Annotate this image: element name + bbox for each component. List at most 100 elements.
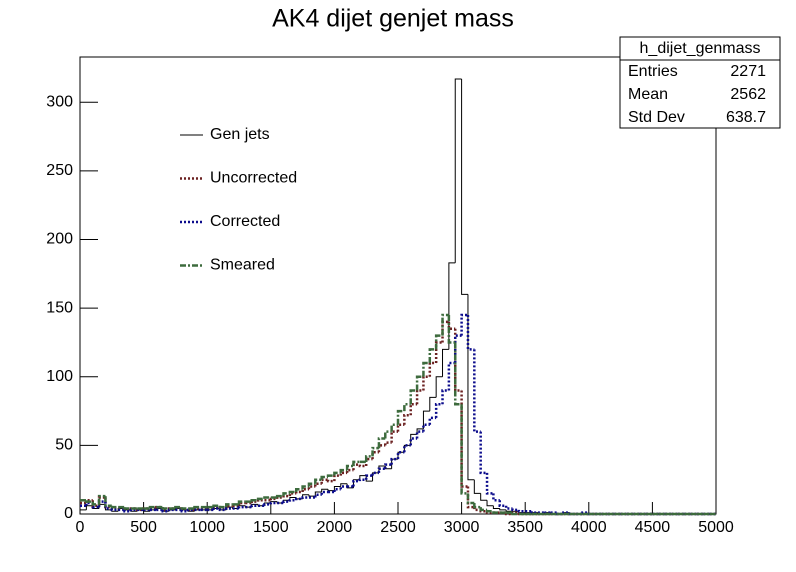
histogram-bin	[212, 507, 220, 510]
histogram-bin	[123, 507, 131, 510]
legend-label: Gen jets	[210, 126, 270, 143]
histogram-bin	[364, 474, 373, 480]
histogram-bin	[492, 511, 500, 514]
x-tick-label: 5000	[698, 519, 734, 536]
histogram-bin	[403, 444, 411, 453]
stats-box: h_dijet_genmass	[619, 36, 781, 129]
histogram-bin	[256, 497, 265, 501]
histogram-bin	[378, 465, 386, 473]
histogram-bin	[327, 489, 335, 492]
legend-label: Corrected	[210, 213, 280, 230]
histogram-bin	[345, 464, 354, 471]
histogram-bin	[275, 496, 284, 499]
histogram-bin	[485, 472, 494, 495]
histogram-bin	[263, 496, 271, 499]
histogram-bin	[453, 334, 462, 364]
x-tick-label: 3000	[444, 519, 480, 536]
histogram-bin	[237, 500, 246, 505]
histogram-bin	[225, 507, 233, 510]
histogram-bin	[358, 478, 367, 482]
histogram-bin	[397, 451, 405, 460]
histogram-bin	[85, 500, 93, 503]
histogram-bin	[435, 376, 443, 398]
histogram-bin	[499, 508, 507, 511]
histogram-bin	[314, 491, 322, 497]
histogram-bin	[180, 507, 189, 510]
histogram-bin	[301, 496, 309, 499]
histogram-bin	[282, 492, 290, 497]
histogram-bin	[390, 457, 398, 465]
histogram-bin	[288, 499, 297, 502]
histogram-bin	[123, 509, 131, 513]
histogram-bin	[333, 474, 341, 482]
histogram-bin	[307, 482, 316, 487]
histogram-bin	[422, 361, 430, 377]
histogram-bin	[384, 463, 392, 469]
histogram-bin	[308, 494, 316, 497]
histogram-bin	[396, 409, 405, 425]
histogram-bin	[505, 509, 513, 512]
histogram-bin	[498, 500, 507, 508]
x-tick-label: 2000	[317, 519, 353, 536]
chart-title: AK4 dijet genjet mass	[272, 5, 514, 33]
histogram-bin	[467, 294, 475, 481]
histogram-bin	[339, 471, 348, 476]
histogram-bin	[441, 389, 449, 405]
histogram-bin	[415, 375, 424, 391]
histogram-bin	[485, 509, 494, 513]
histogram-bin	[180, 509, 189, 513]
histogram-bin	[364, 455, 373, 462]
histogram-bin	[358, 464, 367, 468]
legend-label: Smeared	[210, 257, 275, 274]
histogram-bin	[97, 496, 106, 506]
histogram-bin	[193, 505, 201, 509]
histogram-bin	[345, 468, 354, 473]
y-tick-label: 300	[46, 94, 73, 111]
histogram-bin	[377, 467, 386, 473]
histogram-bin	[320, 490, 329, 495]
histogram-bin	[167, 508, 176, 512]
y-tick-label: 150	[46, 299, 73, 316]
histogram-bin	[511, 512, 519, 516]
histogram-bin	[85, 501, 93, 506]
histogram-bin	[479, 507, 488, 512]
histogram-bin	[442, 348, 449, 377]
histogram-bin	[110, 508, 119, 512]
stats-value: 2271	[730, 63, 766, 80]
stats-label: Entries	[628, 63, 678, 80]
histogram-bin	[301, 488, 309, 493]
stats-label: Mean	[628, 86, 668, 103]
histogram-bin	[410, 433, 418, 446]
histogram-bin	[372, 472, 379, 482]
histogram-bin	[530, 511, 538, 514]
histogram-bin	[250, 504, 259, 508]
histogram-bin	[409, 389, 418, 405]
histogram-bin	[517, 509, 526, 513]
histogram-bin	[346, 483, 354, 489]
x-tick-label: 500	[130, 519, 157, 536]
histogram-bin	[466, 486, 475, 509]
histogram-bin	[422, 410, 430, 429]
histogram-bin	[269, 497, 278, 501]
histogram-bin	[85, 505, 93, 510]
histogram-bin	[91, 501, 100, 506]
histogram-bin	[110, 505, 119, 509]
histogram-bin	[359, 475, 367, 480]
histogram-bin	[466, 493, 475, 505]
histogram-bin	[294, 497, 303, 501]
histogram-bin	[460, 404, 468, 495]
histogram-bin	[294, 488, 303, 493]
histogram-bin	[454, 78, 462, 263]
histogram-bin	[269, 501, 278, 505]
histogram-bin	[428, 348, 437, 364]
histogram-bin	[237, 501, 246, 506]
histogram-bin	[237, 505, 246, 509]
histogram-bin	[250, 499, 259, 502]
x-tick-label: 4000	[571, 519, 607, 536]
histogram-bin	[326, 479, 335, 483]
stats-value: 2562	[730, 86, 766, 103]
y-tick-label: 100	[46, 368, 73, 385]
histogram-bin	[97, 494, 106, 505]
histogram-bin	[288, 492, 297, 497]
stats-label: Std Dev	[628, 109, 685, 126]
